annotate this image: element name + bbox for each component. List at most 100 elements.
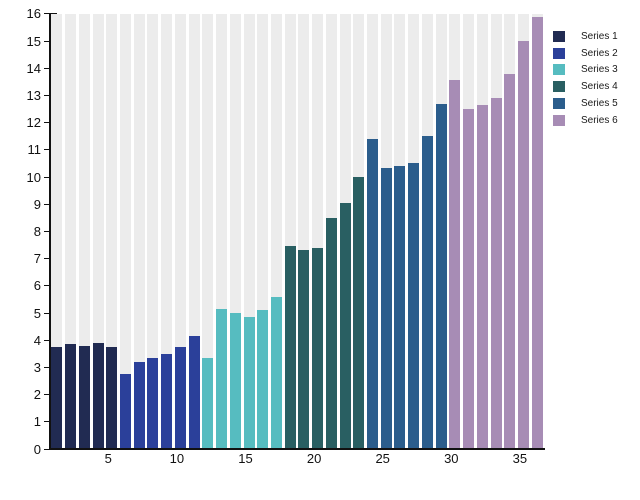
y-axis-tick bbox=[44, 339, 50, 341]
bar-series1-x1 bbox=[51, 347, 63, 449]
bar-series2-x9 bbox=[161, 353, 173, 449]
legend-swatch-1 bbox=[553, 31, 565, 42]
legend-swatch-2 bbox=[553, 47, 565, 59]
background-stripe bbox=[78, 13, 90, 449]
background-stripe bbox=[106, 13, 118, 449]
legend-swatch-3 bbox=[553, 64, 565, 76]
legend-item-2: Series 2 bbox=[553, 47, 638, 60]
y-axis-tick-label: 12 bbox=[26, 115, 41, 131]
legend-label-2: Series 2 bbox=[581, 47, 618, 59]
background-stripe bbox=[298, 13, 310, 449]
y-axis-tick-label: 6 bbox=[33, 278, 41, 294]
bar-series5-x26 bbox=[394, 166, 406, 449]
background-stripe bbox=[92, 13, 104, 449]
legend-label-6: Series 6 bbox=[581, 114, 618, 126]
bar-series6-x31 bbox=[463, 109, 474, 449]
y-axis-tick-label: 2 bbox=[33, 387, 41, 403]
bar-series1-x4 bbox=[92, 342, 104, 449]
bar-series4-x18 bbox=[284, 246, 296, 449]
bar-series4-x23 bbox=[353, 177, 365, 449]
y-axis-tick bbox=[44, 13, 50, 15]
background-stripe bbox=[174, 13, 186, 449]
bar-series5-x27 bbox=[408, 163, 420, 449]
legend-item-5: Series 5 bbox=[553, 97, 638, 110]
background-stripe bbox=[243, 13, 255, 449]
bar-series1-x2 bbox=[65, 344, 77, 449]
bar-series1-x3 bbox=[78, 345, 90, 449]
y-axis-tick bbox=[44, 285, 50, 287]
y-axis-tick bbox=[44, 394, 50, 396]
x-axis-tick-label: 20 bbox=[306, 451, 322, 466]
x-axis-tick-label: 25 bbox=[375, 451, 390, 466]
legend-label-1: Series 1 bbox=[581, 31, 618, 42]
bar-series3-x15 bbox=[243, 317, 255, 449]
y-axis-tick-label: 3 bbox=[33, 359, 41, 375]
legend-label-4: Series 4 bbox=[581, 81, 618, 93]
y-axis-tick-label: 13 bbox=[26, 87, 41, 103]
y-axis-tick-label: 9 bbox=[33, 196, 41, 212]
y-axis-tick-label: 4 bbox=[33, 332, 41, 348]
y-axis-tick bbox=[44, 421, 50, 423]
y-axis-tick-label: 14 bbox=[26, 60, 41, 76]
bar-series6-x34 bbox=[504, 73, 516, 449]
legend-swatch-6 bbox=[553, 114, 565, 126]
y-axis-tick-label: 16 bbox=[26, 6, 41, 22]
y-axis-tick bbox=[44, 122, 50, 124]
background-stripe bbox=[161, 13, 173, 449]
bar-series4-x20 bbox=[312, 247, 324, 449]
bar-series6-x36 bbox=[531, 16, 543, 449]
background-stripe bbox=[147, 13, 159, 449]
bar-series4-x19 bbox=[298, 250, 310, 449]
y-axis-top-cap bbox=[49, 12, 57, 15]
bar-series3-x13 bbox=[216, 308, 227, 449]
bar-series5-x28 bbox=[421, 136, 433, 449]
y-axis-tick-label: 11 bbox=[27, 142, 42, 158]
x-axis-tick-label: 10 bbox=[169, 451, 185, 466]
background-stripe bbox=[216, 13, 227, 449]
legend-item-1: Series 1 bbox=[553, 31, 638, 43]
y-axis-tick bbox=[44, 312, 50, 314]
y-axis-tick-label: 7 bbox=[33, 251, 41, 267]
bar-series4-x22 bbox=[339, 202, 351, 449]
y-axis-tick-label: 1 bbox=[33, 414, 41, 430]
bar-series3-x16 bbox=[257, 310, 269, 449]
y-axis-tick-label: 5 bbox=[33, 305, 41, 321]
bar-series2-x11 bbox=[188, 336, 200, 449]
y-axis-tick bbox=[44, 448, 50, 450]
bar-series6-x33 bbox=[490, 98, 502, 449]
legend-label-3: Series 3 bbox=[581, 64, 618, 76]
y-axis-tick bbox=[44, 94, 50, 96]
legend-swatch-4 bbox=[553, 81, 565, 93]
x-axis-line bbox=[49, 447, 545, 450]
y-axis-tick bbox=[44, 366, 50, 368]
y-axis-tick bbox=[44, 67, 50, 69]
y-axis-tick bbox=[44, 40, 50, 42]
background-stripe bbox=[284, 13, 296, 449]
legend-swatch-5 bbox=[553, 97, 565, 109]
legend-item-4: Series 4 bbox=[553, 81, 638, 93]
background-stripe bbox=[188, 13, 200, 449]
bar-series2-x7 bbox=[133, 362, 145, 449]
bar-series4-x21 bbox=[325, 217, 337, 449]
x-axis-tick-label: 15 bbox=[238, 451, 253, 466]
bar-series3-x14 bbox=[229, 313, 241, 449]
bar-series6-x30 bbox=[449, 80, 461, 449]
x-axis-tick-label: 35 bbox=[512, 451, 528, 466]
x-axis-tick-label: 5 bbox=[104, 451, 112, 466]
y-axis-tick-label: 0 bbox=[33, 441, 41, 457]
bar-series1-x5 bbox=[106, 347, 118, 449]
y-axis-tick bbox=[44, 203, 50, 205]
y-axis-tick-label: 15 bbox=[26, 33, 41, 49]
bar-series2-x10 bbox=[174, 347, 186, 449]
bar-series5-x24 bbox=[367, 138, 378, 449]
bar-series6-x32 bbox=[476, 104, 488, 449]
bar-series2-x8 bbox=[147, 357, 159, 449]
bar-series3-x17 bbox=[270, 296, 282, 449]
legend-item-3: Series 3 bbox=[553, 64, 638, 76]
x-axis-tick-label: 30 bbox=[444, 451, 459, 466]
legend-item-6: Series 6 bbox=[553, 114, 638, 127]
bar-series3-x12 bbox=[202, 357, 214, 449]
y-axis-tick bbox=[44, 230, 50, 232]
